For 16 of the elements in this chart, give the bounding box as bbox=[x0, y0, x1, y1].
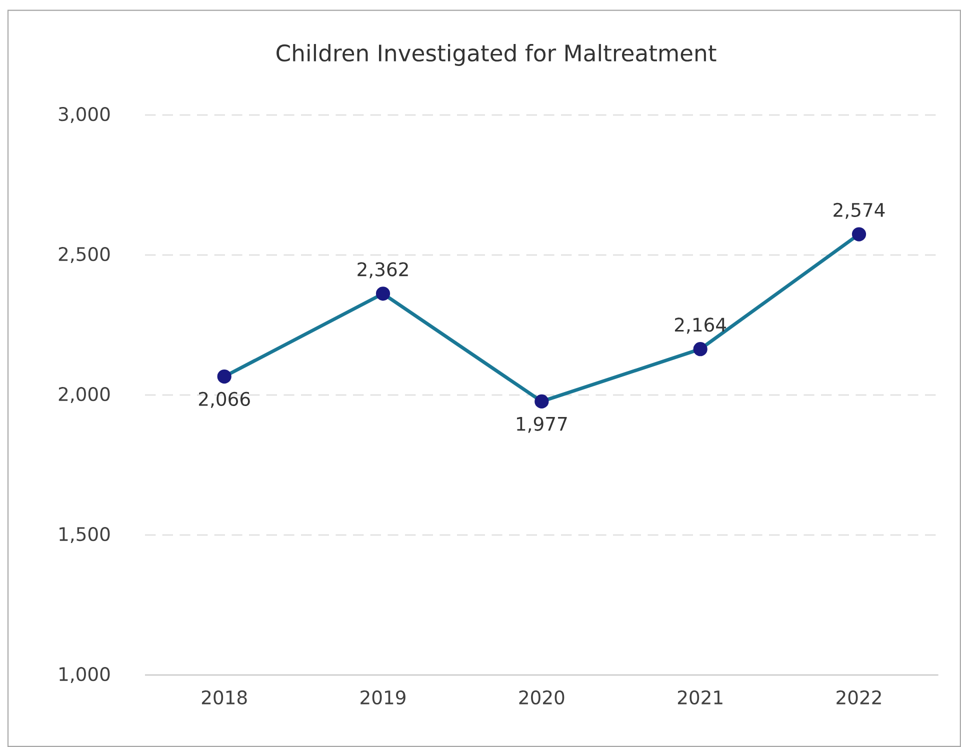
x-tick-label: 2022 bbox=[836, 690, 881, 705]
data-label: 2,362 bbox=[358, 262, 408, 278]
y-tick-label: 2,500 bbox=[58, 246, 110, 264]
chart-title: Children Investigated for Maltreatment bbox=[276, 44, 716, 66]
y-tick-label: 3,000 bbox=[58, 106, 110, 124]
data-label: 1,977 bbox=[516, 416, 567, 433]
data-label: 2,574 bbox=[834, 202, 885, 219]
data-label: 2,164 bbox=[674, 318, 726, 334]
x-tick-label: 2019 bbox=[360, 690, 406, 705]
x-tick-label: 2020 bbox=[519, 690, 564, 705]
y-tick-label: 1,000 bbox=[60, 666, 110, 684]
y-tick-label: 1,500 bbox=[60, 526, 110, 544]
data-label: 2,066 bbox=[198, 392, 250, 408]
y-tick-label: 2,000 bbox=[58, 386, 110, 404]
x-tick-label: 2021 bbox=[678, 690, 722, 705]
x-tick-label: 2018 bbox=[202, 690, 247, 705]
